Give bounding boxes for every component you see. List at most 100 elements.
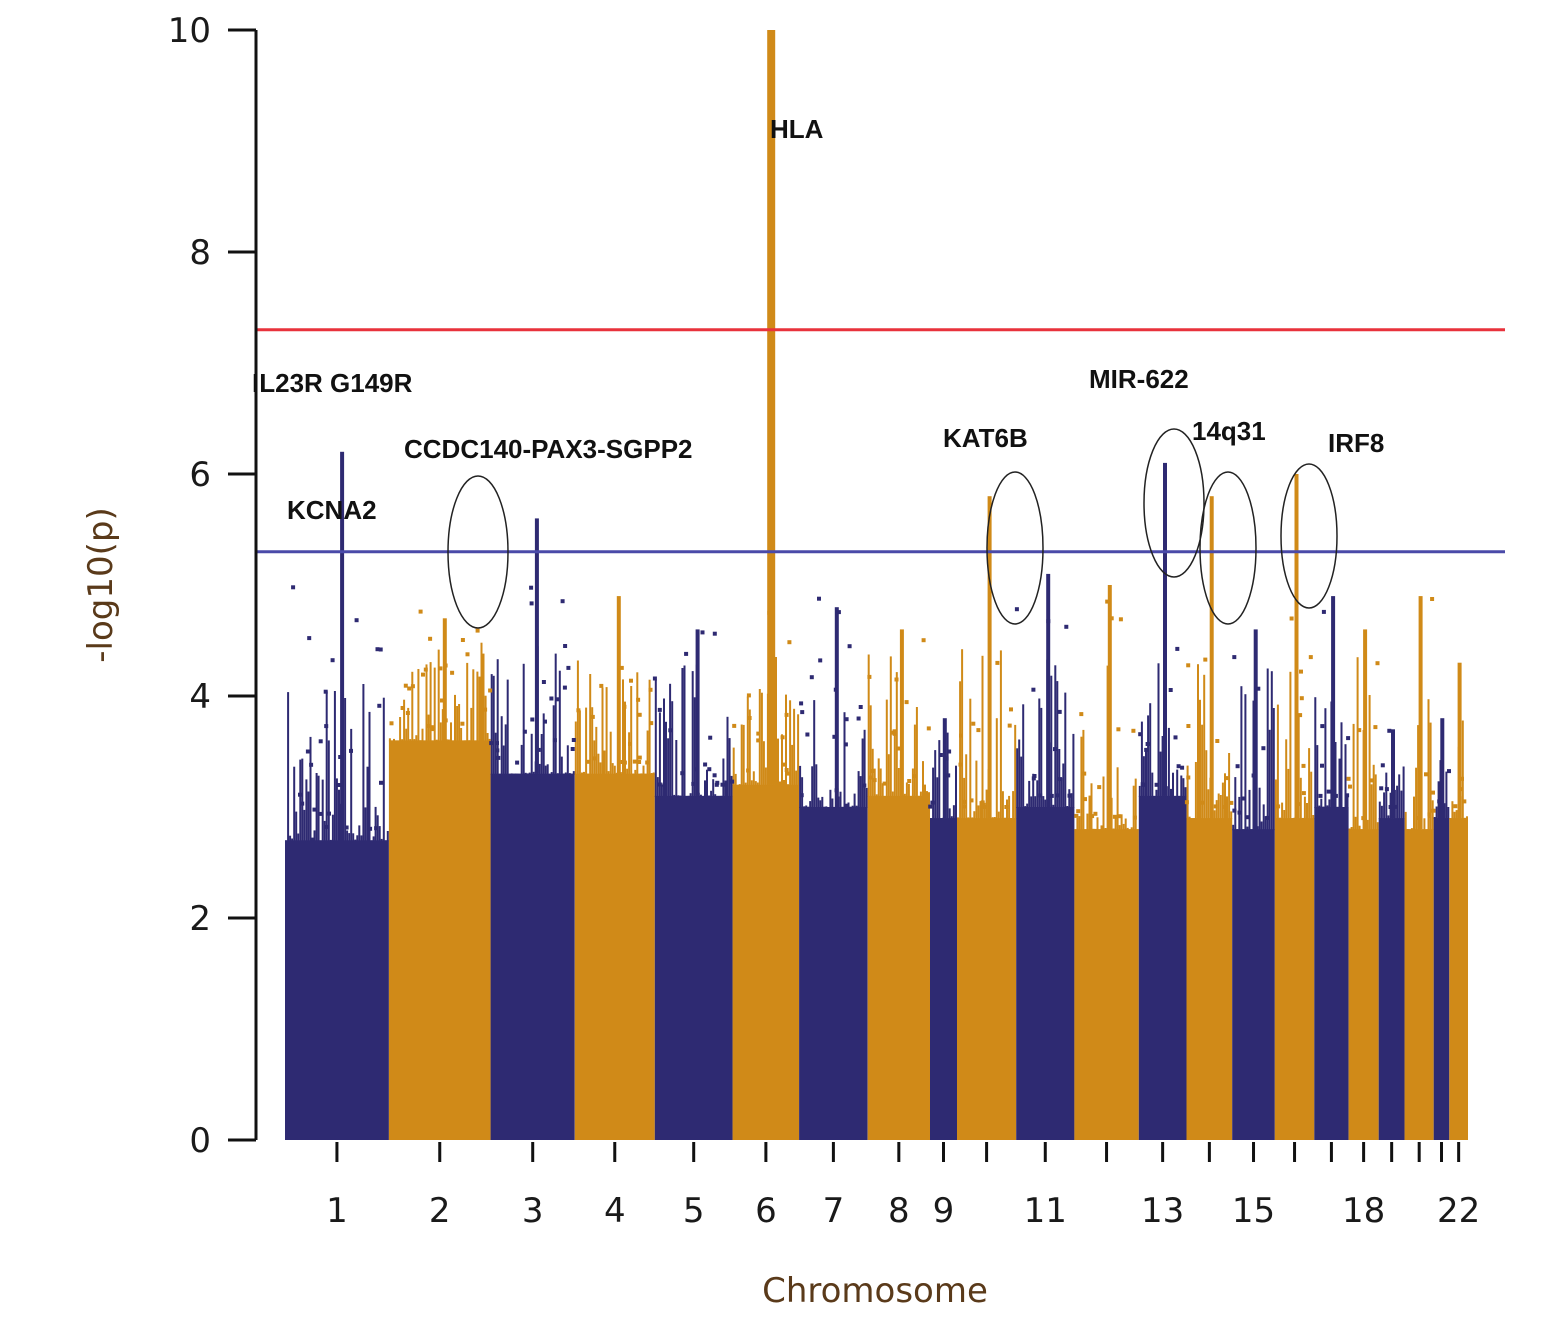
chromosome-column: [656, 777, 659, 797]
snp-point: [1384, 787, 1389, 792]
chromosome-column: [382, 697, 385, 842]
snp-point: [378, 647, 383, 652]
annotation-label: KAT6B: [943, 423, 1028, 453]
chromosome-bar-16: [1274, 818, 1315, 1140]
chromosome-column: [431, 740, 434, 742]
chromosome-column: [1022, 704, 1025, 808]
snp-point: [890, 730, 895, 735]
chromosome-column: [1138, 785, 1141, 797]
chromosome-column: [500, 716, 503, 775]
chromosome-column: [1336, 806, 1339, 808]
peak-snps-chr-16: [1294, 474, 1299, 819]
chromosome-column: [756, 782, 759, 786]
chromosome-column: [1197, 664, 1199, 820]
chromosome-column: [613, 765, 616, 775]
snp-point: [1345, 793, 1350, 798]
chromosome-column: [550, 772, 553, 775]
chromosome-column: [1374, 774, 1377, 831]
chromosome-column: [474, 740, 477, 742]
chromosome-column: [285, 840, 287, 842]
chromosome-column: [1088, 795, 1091, 831]
snp-point: [832, 734, 837, 739]
snp-point: [971, 721, 976, 726]
chromosome-column: [1124, 818, 1127, 831]
snp-point: [1131, 728, 1136, 733]
snp-point: [1265, 815, 1270, 820]
snp-point: [307, 636, 312, 641]
snp-point: [323, 689, 328, 694]
peak-snps-chr-17: [1331, 596, 1336, 807]
snp-point: [958, 762, 963, 767]
annotation-label: MIR-622: [1089, 364, 1189, 394]
chromosome-column: [797, 714, 800, 786]
chromosome-bar-6: [732, 784, 800, 1140]
chromosome-column: [819, 800, 822, 808]
chromosome-column: [299, 759, 302, 842]
chromosome-column: [1400, 790, 1403, 820]
snp-point: [1321, 609, 1326, 614]
chromosome-column: [642, 765, 645, 775]
x-tick-label: 8: [888, 1191, 910, 1231]
chromosome-column: [583, 771, 585, 775]
chromosome-column: [409, 739, 412, 742]
snp-point: [756, 731, 761, 736]
snp-point: [379, 780, 383, 785]
chromosome-column: [764, 767, 767, 786]
chromosome-column: [687, 795, 690, 797]
chromosome-column: [1447, 807, 1450, 820]
chromosome-column: [605, 687, 608, 775]
chromosome-column: [1145, 749, 1147, 797]
chromosome-column: [1159, 751, 1162, 797]
chromosome-column: [950, 816, 953, 820]
chromosome-column: [1306, 803, 1308, 820]
chromosome-column: [1312, 815, 1315, 820]
chromosome-column: [955, 765, 957, 820]
chromosome-column: [644, 773, 647, 775]
snp-point: [1057, 709, 1062, 714]
chromosome-column: [585, 707, 588, 775]
chromosome-column: [648, 679, 651, 775]
chromosome-column: [338, 789, 340, 842]
chromosome-column: [480, 642, 483, 742]
snp-point: [870, 769, 875, 773]
locus-highlight-ellipse: [1199, 471, 1257, 625]
chromosome-column: [492, 675, 495, 775]
chromosome-column: [482, 653, 485, 742]
snp-point: [708, 735, 713, 740]
chromosome-column: [484, 695, 487, 742]
snp-point: [700, 630, 705, 635]
chromosome-column: [601, 687, 604, 775]
chromosome-column: [1096, 817, 1099, 831]
snp-point: [904, 700, 909, 705]
chromosome-bar-13: [1138, 795, 1187, 1140]
chromosome-column: [995, 718, 998, 820]
chromosome-column: [663, 698, 665, 797]
chromosome-bar-5: [654, 795, 733, 1140]
chromosome-bar-12: [1074, 829, 1139, 1140]
chromosome-column: [362, 684, 365, 842]
chromosome-column: [512, 773, 515, 775]
snp-point: [563, 644, 568, 648]
snp-point: [746, 768, 751, 773]
chromosome-column: [1431, 800, 1434, 831]
chromosome-column: [1383, 792, 1386, 820]
snp-point: [1261, 746, 1266, 751]
chromosome-bar-14: [1186, 818, 1233, 1140]
snp-point: [1076, 809, 1081, 814]
snp-point: [1223, 805, 1228, 809]
chromosome-column: [679, 795, 682, 797]
snp-point: [1154, 782, 1159, 787]
chromosome-column: [889, 656, 892, 797]
chromosome-column: [691, 671, 694, 797]
snp-point: [1375, 661, 1380, 666]
chromosome-column: [1316, 745, 1319, 808]
peak-snps-chr-22: [1457, 662, 1462, 819]
chromosome-column: [1036, 780, 1039, 808]
chromosome-column: [728, 738, 731, 797]
chromosome-column: [873, 768, 876, 797]
snp-point: [377, 703, 382, 708]
snp-point: [1038, 793, 1043, 798]
chromosome-column: [646, 730, 649, 775]
chromosome-column: [576, 660, 579, 775]
